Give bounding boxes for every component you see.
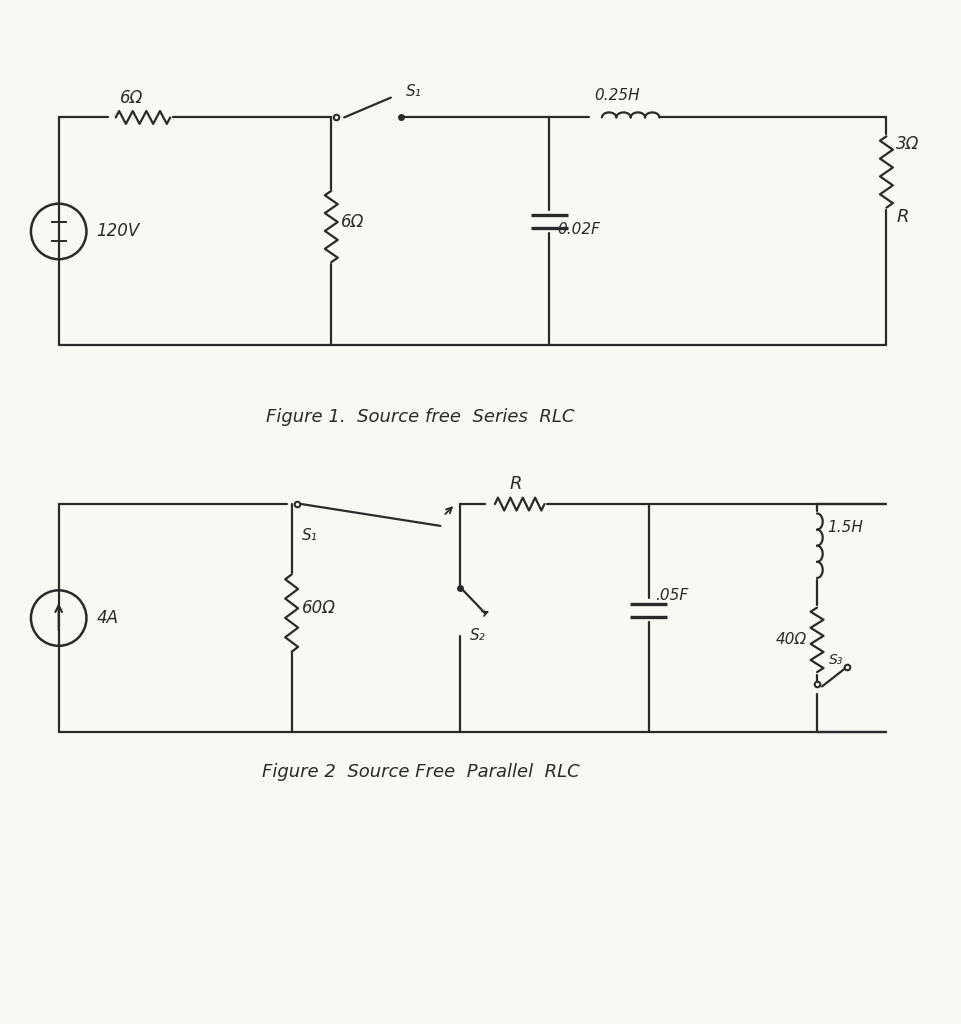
Text: 0.25H: 0.25H xyxy=(594,88,640,103)
Text: .05F: .05F xyxy=(655,588,689,603)
Text: R: R xyxy=(509,475,522,494)
Text: 40Ω: 40Ω xyxy=(776,633,806,647)
Text: S₂: S₂ xyxy=(470,629,486,643)
Text: 6Ω: 6Ω xyxy=(120,89,143,106)
Text: S₃: S₃ xyxy=(829,652,844,667)
Text: 3Ω: 3Ω xyxy=(897,135,920,154)
Text: S₁: S₁ xyxy=(302,528,317,544)
Text: 120V: 120V xyxy=(96,222,139,241)
Text: 1.5H: 1.5H xyxy=(827,520,863,536)
Text: R: R xyxy=(897,208,909,225)
Text: 0.02F: 0.02F xyxy=(557,222,601,237)
Text: 60Ω: 60Ω xyxy=(302,599,335,617)
Text: S₁: S₁ xyxy=(406,84,422,98)
Text: 6Ω: 6Ω xyxy=(341,213,364,230)
Text: Figure 2  Source Free  Parallel  RLC: Figure 2 Source Free Parallel RLC xyxy=(261,763,579,780)
Text: Figure 1.  Source free  Series  RLC: Figure 1. Source free Series RLC xyxy=(266,408,575,426)
Text: 4A: 4A xyxy=(96,609,118,627)
